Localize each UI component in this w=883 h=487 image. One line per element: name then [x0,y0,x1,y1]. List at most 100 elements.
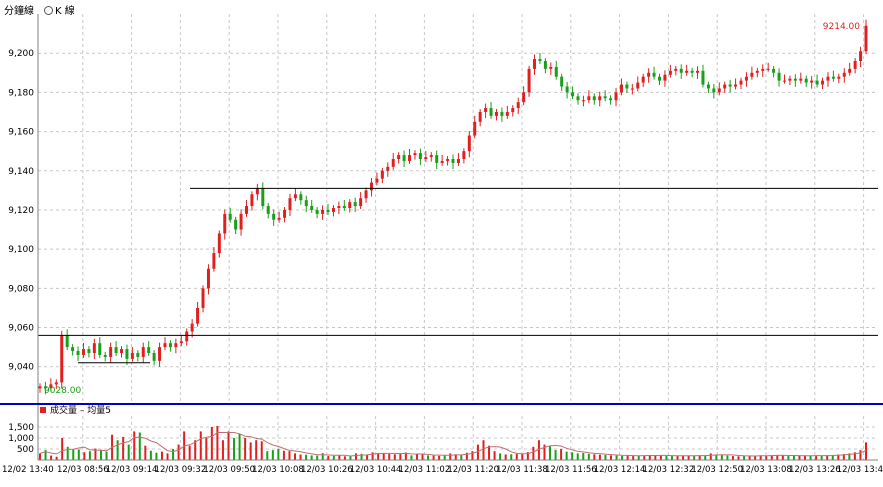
candle-body [734,84,738,87]
volume-bar [94,448,97,460]
time-tick-label: 12/03 12:32 [643,465,695,475]
volume-bar [792,455,795,460]
volume-bar [188,445,191,460]
candle-body [250,194,254,207]
candle-body [717,88,721,93]
candle-body [255,188,259,195]
volume-bar [50,455,53,460]
candle-body [614,92,618,101]
candle-body [853,61,857,69]
volume-bar [438,455,441,460]
candle-body [821,80,825,85]
volume-bar [39,453,41,460]
volume-bar [476,444,479,460]
volume-bar [233,438,236,460]
volume-bar [748,455,751,460]
price-tick-label: 9,040 [8,363,34,373]
candle-body [54,382,58,385]
volume-bar [715,454,718,460]
volume-bar [582,452,585,460]
volume-bar [133,431,136,460]
candle-body [299,194,303,201]
volume-bar [676,455,679,460]
volume-legend-swatch [40,407,46,413]
volume-bar [704,455,707,460]
volume-bar [83,452,86,460]
volume-bar [698,455,701,460]
candle-body [109,347,113,357]
volume-bar [687,455,690,460]
candle-body [625,84,629,89]
axes [0,14,883,461]
candle-body [799,78,803,81]
volume-legend-label: 成交量 – 均量5 [50,404,111,416]
time-tick-label: 12/03 13:08 [740,465,792,475]
candle-body [462,151,466,160]
volume-bar [266,451,269,460]
volume-bar [321,453,324,460]
candle-body [201,288,205,308]
candle-body [185,331,189,342]
candle-body [315,209,319,214]
candle-body [571,92,575,97]
volume-bar [693,456,696,460]
minute-chart-tab[interactable]: 分鐘線 [4,5,34,17]
volume-bar [399,453,402,460]
volume-bar [787,456,790,460]
candle-body [696,70,700,73]
candle-body [505,111,509,116]
candle-body [141,347,145,357]
volume-bar [316,455,319,460]
volume-bar [754,456,757,460]
candle-body [739,80,743,85]
time-tick-label: 12/03 12:14 [594,465,646,475]
volume-bar [781,455,784,460]
candle-body [413,153,417,156]
volume-bar [388,453,391,460]
volume-bar [77,449,80,460]
candle-body [331,208,335,212]
time-tick-label: 12/03 09:14 [106,465,158,475]
candle-body [782,80,786,82]
volume-bar [360,453,363,460]
last-price-label: 9214.00 [823,22,860,32]
volume-bar [238,433,241,460]
volume-bar [848,453,851,460]
candle-body [342,206,346,208]
volume-bar [521,453,524,460]
volume-bar [122,436,125,460]
candle-body [810,80,814,83]
volume-bar [427,455,430,460]
candle-body [658,76,661,81]
kline-tab[interactable]: K 線 [44,2,75,17]
volume-bar [804,455,807,460]
volume-bar [72,449,75,460]
volume-bar [826,455,829,460]
candle-body [652,72,656,77]
time-tick-label: 12/03 13:4 [837,465,883,475]
volume-bar [720,455,723,460]
candle-body [223,213,227,234]
candle-body [701,70,705,85]
candle-body [87,349,91,354]
candle-body [750,72,754,77]
volume-bar [853,452,856,460]
volume-bar [765,455,768,460]
candle-body [261,188,265,207]
volume-bar [454,454,457,460]
candle-body [842,72,846,77]
volume-bar [670,456,673,460]
volume-bar [127,444,130,460]
candle-body [196,307,200,324]
volume-bar [682,455,685,460]
candle-body [467,135,471,152]
candle-body [668,70,672,75]
volume-bar [549,445,552,460]
volume-bar [632,456,635,460]
volume-bar [66,446,69,460]
candle-body [293,194,297,199]
volume-bar [404,452,407,460]
price-tick-label: 9,100 [8,245,34,255]
candle-body [364,190,368,199]
